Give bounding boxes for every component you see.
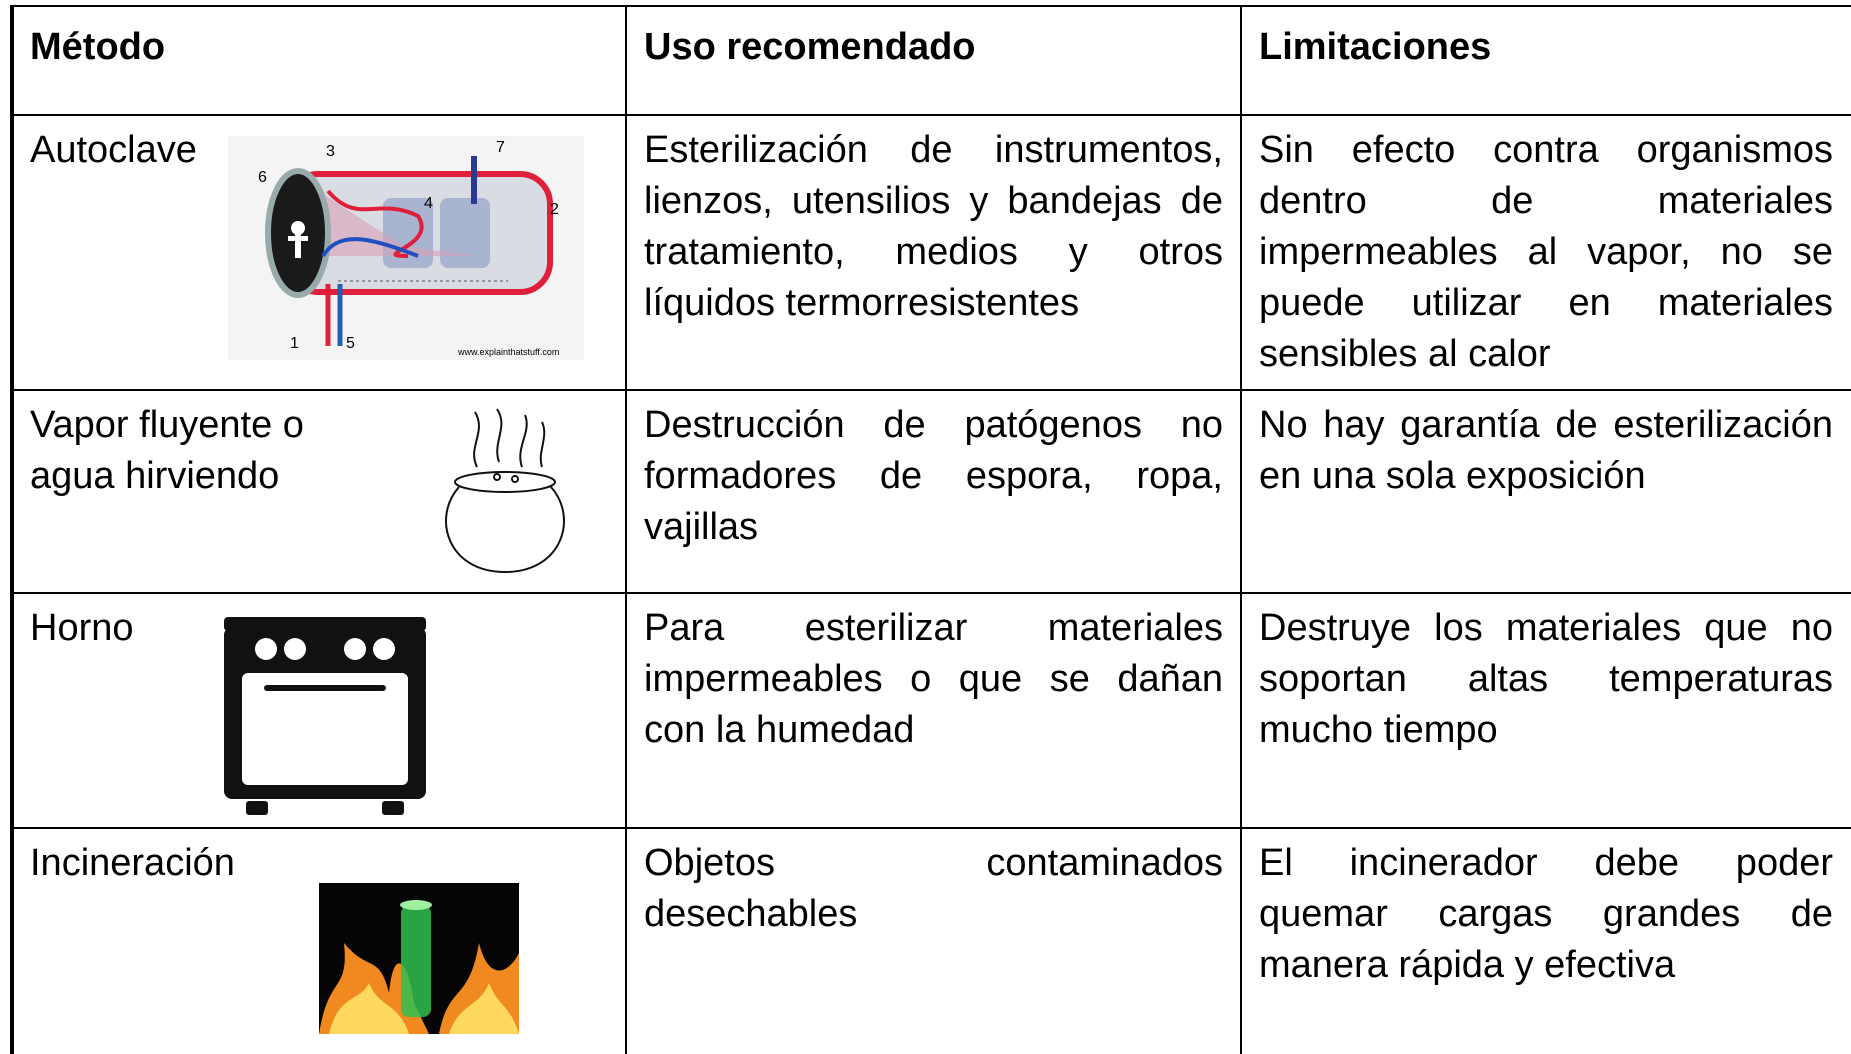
table-cell: Autoclave — [30, 129, 197, 171]
table-cell: Para esterilizar materiales impermeables… — [644, 607, 1223, 751]
autoclave-image: 1 2 3 4 5 6 7 www.explainthatstuff.com — [228, 136, 584, 360]
oven-image — [224, 617, 426, 815]
figure-label: 4 — [424, 195, 433, 212]
figure-label: 2 — [550, 201, 559, 218]
figure-label: 6 — [258, 169, 267, 186]
figure-label: 7 — [496, 139, 505, 156]
figure-label: 1 — [290, 335, 299, 352]
header-cell: Limitaciones — [1259, 26, 1492, 68]
figure-label: 3 — [326, 143, 335, 160]
grid-line — [625, 5, 627, 1054]
header-cell: Método — [30, 26, 166, 68]
table-cell: Incineración — [30, 842, 235, 884]
figure-label: www.explainthatstuff.com — [457, 347, 559, 357]
table-cell: Destruye los materiales que no soportan … — [1259, 607, 1833, 751]
header-cell: Uso recomendado — [644, 26, 976, 68]
table-cell: Destrucción de patógenos no formadores d… — [644, 404, 1223, 548]
fire-image — [319, 883, 519, 1034]
grid-line — [12, 592, 1851, 594]
table-cell: Esterilización de instrumentos, lienzos,… — [644, 129, 1223, 324]
table-border — [10, 5, 14, 1054]
figure-label: 5 — [346, 335, 355, 352]
table-cell: Horno — [30, 607, 134, 649]
grid-line — [12, 114, 1851, 116]
table-cell: Objetos contaminados desechables — [644, 842, 1223, 935]
table-cell: No hay garantía de esterilización en una… — [1259, 404, 1833, 497]
grid-line — [12, 389, 1851, 391]
table-cell: El incinerador debe poder quemar cargas … — [1259, 842, 1833, 986]
grid-line — [1240, 5, 1242, 1054]
grid-line — [12, 827, 1851, 829]
table-cell: Vapor fluyente o agua hirviendo — [30, 404, 304, 497]
grid-line — [12, 5, 1851, 7]
pot-image — [445, 408, 565, 574]
table-cell: Sin efecto contra organismos dentro de m… — [1259, 129, 1833, 375]
